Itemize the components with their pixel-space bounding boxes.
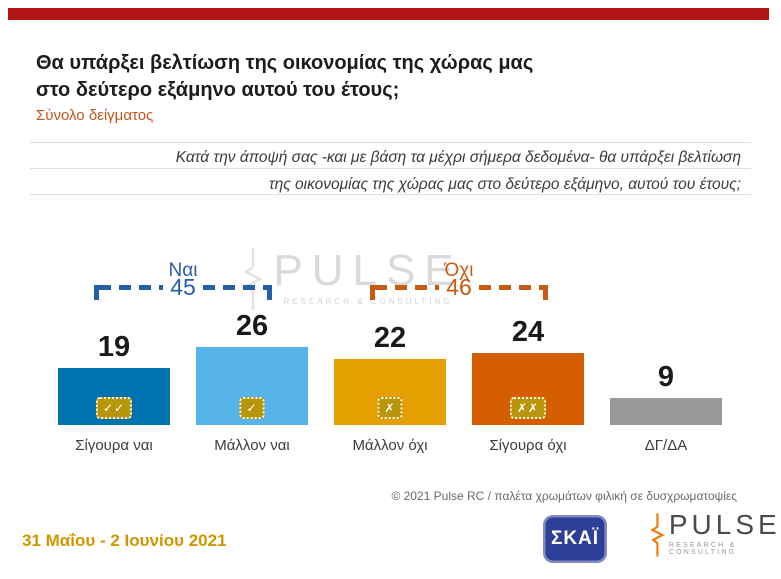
bar-column: 26 ✓ Μάλλον ναι: [183, 240, 321, 500]
group-total-value: 45: [170, 274, 196, 300]
bar-value-label: 26: [235, 310, 269, 342]
bar-columns: 19 ✓✓ Σίγουρα ναι 26 ✓ Μάλλον ναι 22 ✗ Μάλλον όχ…: [45, 240, 735, 500]
bracket-dash: [478, 285, 543, 290]
pulse-waveform-icon: [650, 513, 665, 557]
group-bracket: Ναι 45: [94, 260, 272, 307]
question-text: Κατά την άποψή σας -και με βάση τα μέχρι…: [176, 145, 741, 198]
pulse-logo-subtext: RESEARCH & CONSULTING: [668, 542, 737, 556]
bracket-dash: [202, 285, 267, 290]
pulse-logo-text: PULSE RESEARCH & CONSULTING: [669, 509, 781, 556]
group-label: Ναι: [168, 260, 198, 281]
skai-logo-label: ΣΚΑΪ: [550, 528, 600, 549]
check-icon: ✓: [239, 397, 265, 419]
ruled-line: [30, 142, 751, 143]
bar-value-label: 22: [373, 322, 407, 354]
double-x-icon: ✗✗: [509, 397, 547, 419]
group-bracket-line: 45: [94, 276, 272, 307]
bracket-left-cap: [94, 285, 99, 300]
sample-label: Σύνολο δείγματος: [36, 107, 154, 124]
bar-category-label: Μάλλον όχι: [352, 437, 428, 454]
bar-column: 24 ✗✗ Σίγουρα όχι: [459, 240, 597, 500]
bar-column: 22 ✗ Μάλλον όχι: [321, 240, 459, 500]
ruled-line: [30, 168, 751, 169]
top-accent-bar: [8, 8, 769, 20]
bar: [610, 398, 722, 425]
bar-value-label: 19: [97, 331, 131, 363]
bar-value-label: 9: [657, 361, 675, 393]
question-line2: της οικονομίας της χώρας μας στο δεύτερο…: [268, 175, 741, 193]
page-title-line2: στο δεύτερο εξάμηνο αυτού του έτους;: [36, 79, 400, 101]
double-check-icon: ✓✓: [95, 397, 133, 419]
pulse-logo: PULSE RESEARCH & CONSULTING: [650, 509, 781, 561]
bracket-right-cap: [543, 285, 548, 300]
bar-category-label: Σίγουρα όχι: [489, 437, 567, 454]
bracket-right-cap: [267, 285, 272, 300]
bar-category-label: Μάλλον ναι: [214, 437, 290, 454]
bar-chart: 19 ✓✓ Σίγουρα ναι 26 ✓ Μάλλον ναι 22 ✗ Μάλλον όχ…: [45, 240, 735, 500]
bar-category-label: Σίγουρα ναι: [75, 437, 153, 454]
group-bracket: Όχι 46: [370, 260, 548, 307]
group-bracket-line: 46: [370, 276, 548, 307]
group-label: Όχι: [444, 260, 474, 281]
bracket-left-cap: [370, 285, 375, 300]
x-icon: ✗: [377, 397, 403, 419]
bar-category-label: ΔΓ/ΔΑ: [644, 437, 688, 454]
bar-column: 19 ✓✓ Σίγουρα ναι: [45, 240, 183, 500]
bar-value-label: 24: [511, 316, 545, 348]
page-title: Θα υπάρξει βελτίωση της οικονομίας της χ…: [36, 50, 533, 104]
pulse-logo-name: PULSE: [668, 509, 781, 540]
group-total-value: 46: [446, 274, 472, 300]
skai-logo: ΣΚΑΪ: [543, 515, 607, 563]
bar-column: 9 ΔΓ/ΔΑ: [597, 240, 735, 500]
ruled-line: [30, 194, 751, 195]
question-line1: Κατά την άποψή σας -και με βάση τα μέχρι…: [175, 149, 741, 166]
bracket-dash: [99, 285, 164, 290]
copyright-note: © 2021 Pulse RC / παλέτα χρωμάτων φιλική…: [391, 489, 737, 503]
page-title-line1: Θα υπάρξει βελτίωση της οικονομίας της χ…: [36, 52, 534, 74]
fieldwork-dates: 31 Μαΐου - 2 Ιουνίου 2021: [22, 531, 227, 550]
bracket-dash: [375, 285, 440, 290]
